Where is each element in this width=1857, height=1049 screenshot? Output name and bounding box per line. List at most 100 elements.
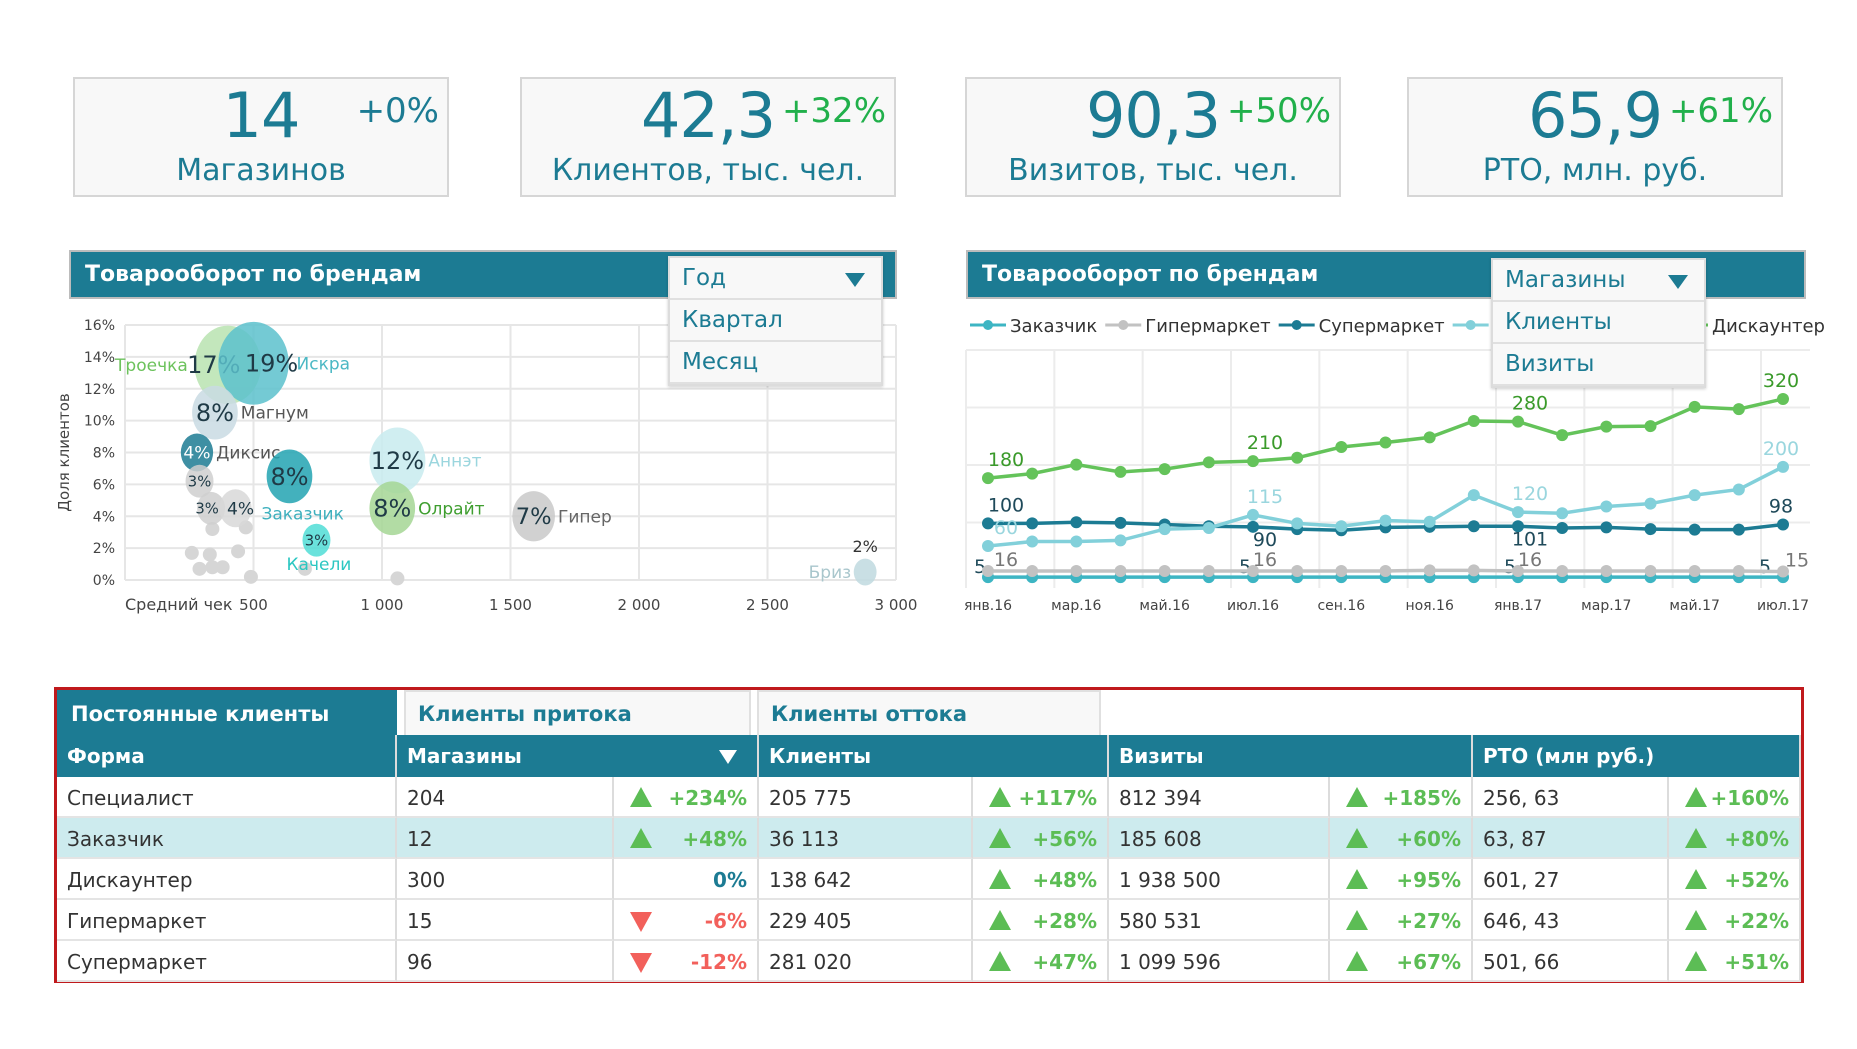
dropdown-option-month[interactable]: Месяц <box>670 342 881 384</box>
cell-value: 229 405 <box>769 909 852 933</box>
arrow-up-icon <box>1346 787 1368 807</box>
cell-value: 36 113 <box>769 827 839 851</box>
data-label: 5 <box>1759 556 1771 578</box>
cell-value: Дискаунтер <box>67 868 193 892</box>
data-point <box>1070 458 1083 471</box>
data-point <box>1777 460 1789 473</box>
arrow-up-icon <box>989 787 1011 807</box>
bubble-value-label: 8% <box>270 463 308 491</box>
selected-label: Магазины <box>1505 267 1626 293</box>
cell-value: +47% <box>1032 950 1097 974</box>
data-label: 90 <box>1253 529 1277 551</box>
data-label: 98 <box>1769 496 1793 518</box>
tab-inflow-clients[interactable]: Клиенты притока <box>404 690 751 735</box>
y-tick-label: 16% <box>84 318 115 334</box>
bubble-name-label: Диксис <box>216 444 280 464</box>
arrow-up-icon <box>1685 787 1707 807</box>
minor-bubble <box>297 561 312 576</box>
minor-bubble <box>243 569 258 584</box>
table-cell-clients: 229 405 <box>759 900 973 941</box>
cell-value: +51% <box>1724 950 1789 974</box>
data-label: 16 <box>1253 549 1277 571</box>
data-point <box>1114 564 1127 577</box>
cell-value: 15 <box>407 909 433 933</box>
table-cell-clients-pct: +48% <box>973 859 1109 900</box>
dropdown-option-quarter[interactable]: Квартал <box>670 300 881 342</box>
data-label: 115 <box>1247 486 1283 508</box>
kpi-value: 65,9 <box>1527 79 1663 152</box>
data-point <box>1688 489 1701 502</box>
legend-label: Гипермаркет <box>1145 316 1270 337</box>
kpi-label: Клиентов, тыс. чел. <box>551 153 865 188</box>
y-axis-title: Доля клиентов <box>55 393 73 511</box>
data-point <box>1335 441 1348 454</box>
x-tick-label: 2 500 <box>746 596 789 614</box>
data-point <box>1423 515 1436 528</box>
data-point <box>982 517 994 530</box>
data-point <box>1644 497 1657 510</box>
table-cell-rto-pct: +80% <box>1669 818 1801 859</box>
sort-dropdown-icon[interactable] <box>719 750 737 764</box>
dropdown-option-clients[interactable]: Клиенты <box>1493 302 1704 344</box>
arrow-up-icon <box>1685 951 1707 971</box>
arrow-up-icon <box>1346 951 1368 971</box>
table-cell-clients-pct: +117% <box>973 777 1109 818</box>
column-header[interactable]: Магазины <box>397 735 759 777</box>
data-point <box>1291 564 1304 577</box>
table-cell-stores: 12 <box>397 818 614 859</box>
minor-bubble <box>202 547 217 562</box>
tab-regular-clients[interactable]: Постоянные клиенты <box>57 690 397 735</box>
dropdown-option-visits[interactable]: Визиты <box>1493 344 1704 386</box>
table-cell-rto-pct: +160% <box>1669 777 1801 818</box>
cell-value: 204 <box>407 786 446 810</box>
legend-marker <box>1465 320 1476 330</box>
cell-value: +48% <box>1032 868 1097 892</box>
cell-value: +234% <box>668 786 747 810</box>
data-point <box>1202 521 1215 534</box>
kpi-card-stores: 14 +0% Магазинов <box>73 77 449 197</box>
data-point <box>1644 523 1657 536</box>
legend-label: Дискаунтер <box>1712 316 1825 337</box>
cell-value: 601, 27 <box>1483 868 1560 892</box>
arrow-up-icon <box>1685 910 1707 930</box>
bubble-value-label: 12% <box>371 447 424 475</box>
data-point <box>1600 420 1613 433</box>
table-cell-visits: 1 938 500 <box>1109 859 1330 900</box>
data-label: 280 <box>1512 393 1548 415</box>
dropdown-selected[interactable]: Год <box>670 258 881 300</box>
data-point <box>1732 523 1745 536</box>
data-point <box>1777 518 1789 531</box>
y-tick-label: 6% <box>93 477 115 493</box>
tab-outflow-clients[interactable]: Клиенты оттока <box>757 690 1101 735</box>
data-point <box>1158 523 1171 536</box>
table-cell-rto-pct: +52% <box>1669 859 1801 900</box>
data-point <box>1158 463 1171 476</box>
legend-label: Супермаркет <box>1319 316 1445 337</box>
x-axis-title: Средний чек <box>125 595 233 614</box>
minor-bubble <box>192 561 207 576</box>
legend-label: Заказчик <box>1010 316 1097 337</box>
bubble-value-label: 3% <box>195 500 218 517</box>
x-tick-label: янв.17 <box>1494 598 1542 614</box>
table-cell-rto: 256, 63 <box>1473 777 1669 818</box>
data-label: 210 <box>1247 432 1283 454</box>
column-header[interactable]: Визиты <box>1109 735 1473 777</box>
column-header[interactable]: Форма <box>57 735 397 777</box>
arrow-down-icon <box>630 912 652 932</box>
column-header[interactable]: Клиенты <box>759 735 1109 777</box>
column-header[interactable]: РТО (млн руб.) <box>1473 735 1801 777</box>
bubble-value-label: 8% <box>373 495 411 523</box>
period-dropdown[interactable]: Год Квартал Месяц <box>668 256 883 386</box>
data-point <box>982 564 994 577</box>
cell-value: 1 938 500 <box>1119 868 1221 892</box>
table-cell-rto-pct: +22% <box>1669 900 1801 941</box>
table-cell-rto-pct: +51% <box>1669 941 1801 982</box>
kpi-label: РТО, млн. руб. <box>1482 153 1708 188</box>
data-point <box>1026 535 1039 548</box>
data-label: 120 <box>1512 483 1548 505</box>
dropdown-selected[interactable]: Магазины <box>1493 260 1704 302</box>
metric-dropdown[interactable]: Магазины Клиенты Визиты <box>1491 258 1706 388</box>
table-cell-stores: 96 <box>397 941 614 982</box>
arrow-up-icon <box>989 910 1011 930</box>
y-tick-label: 12% <box>84 382 115 398</box>
